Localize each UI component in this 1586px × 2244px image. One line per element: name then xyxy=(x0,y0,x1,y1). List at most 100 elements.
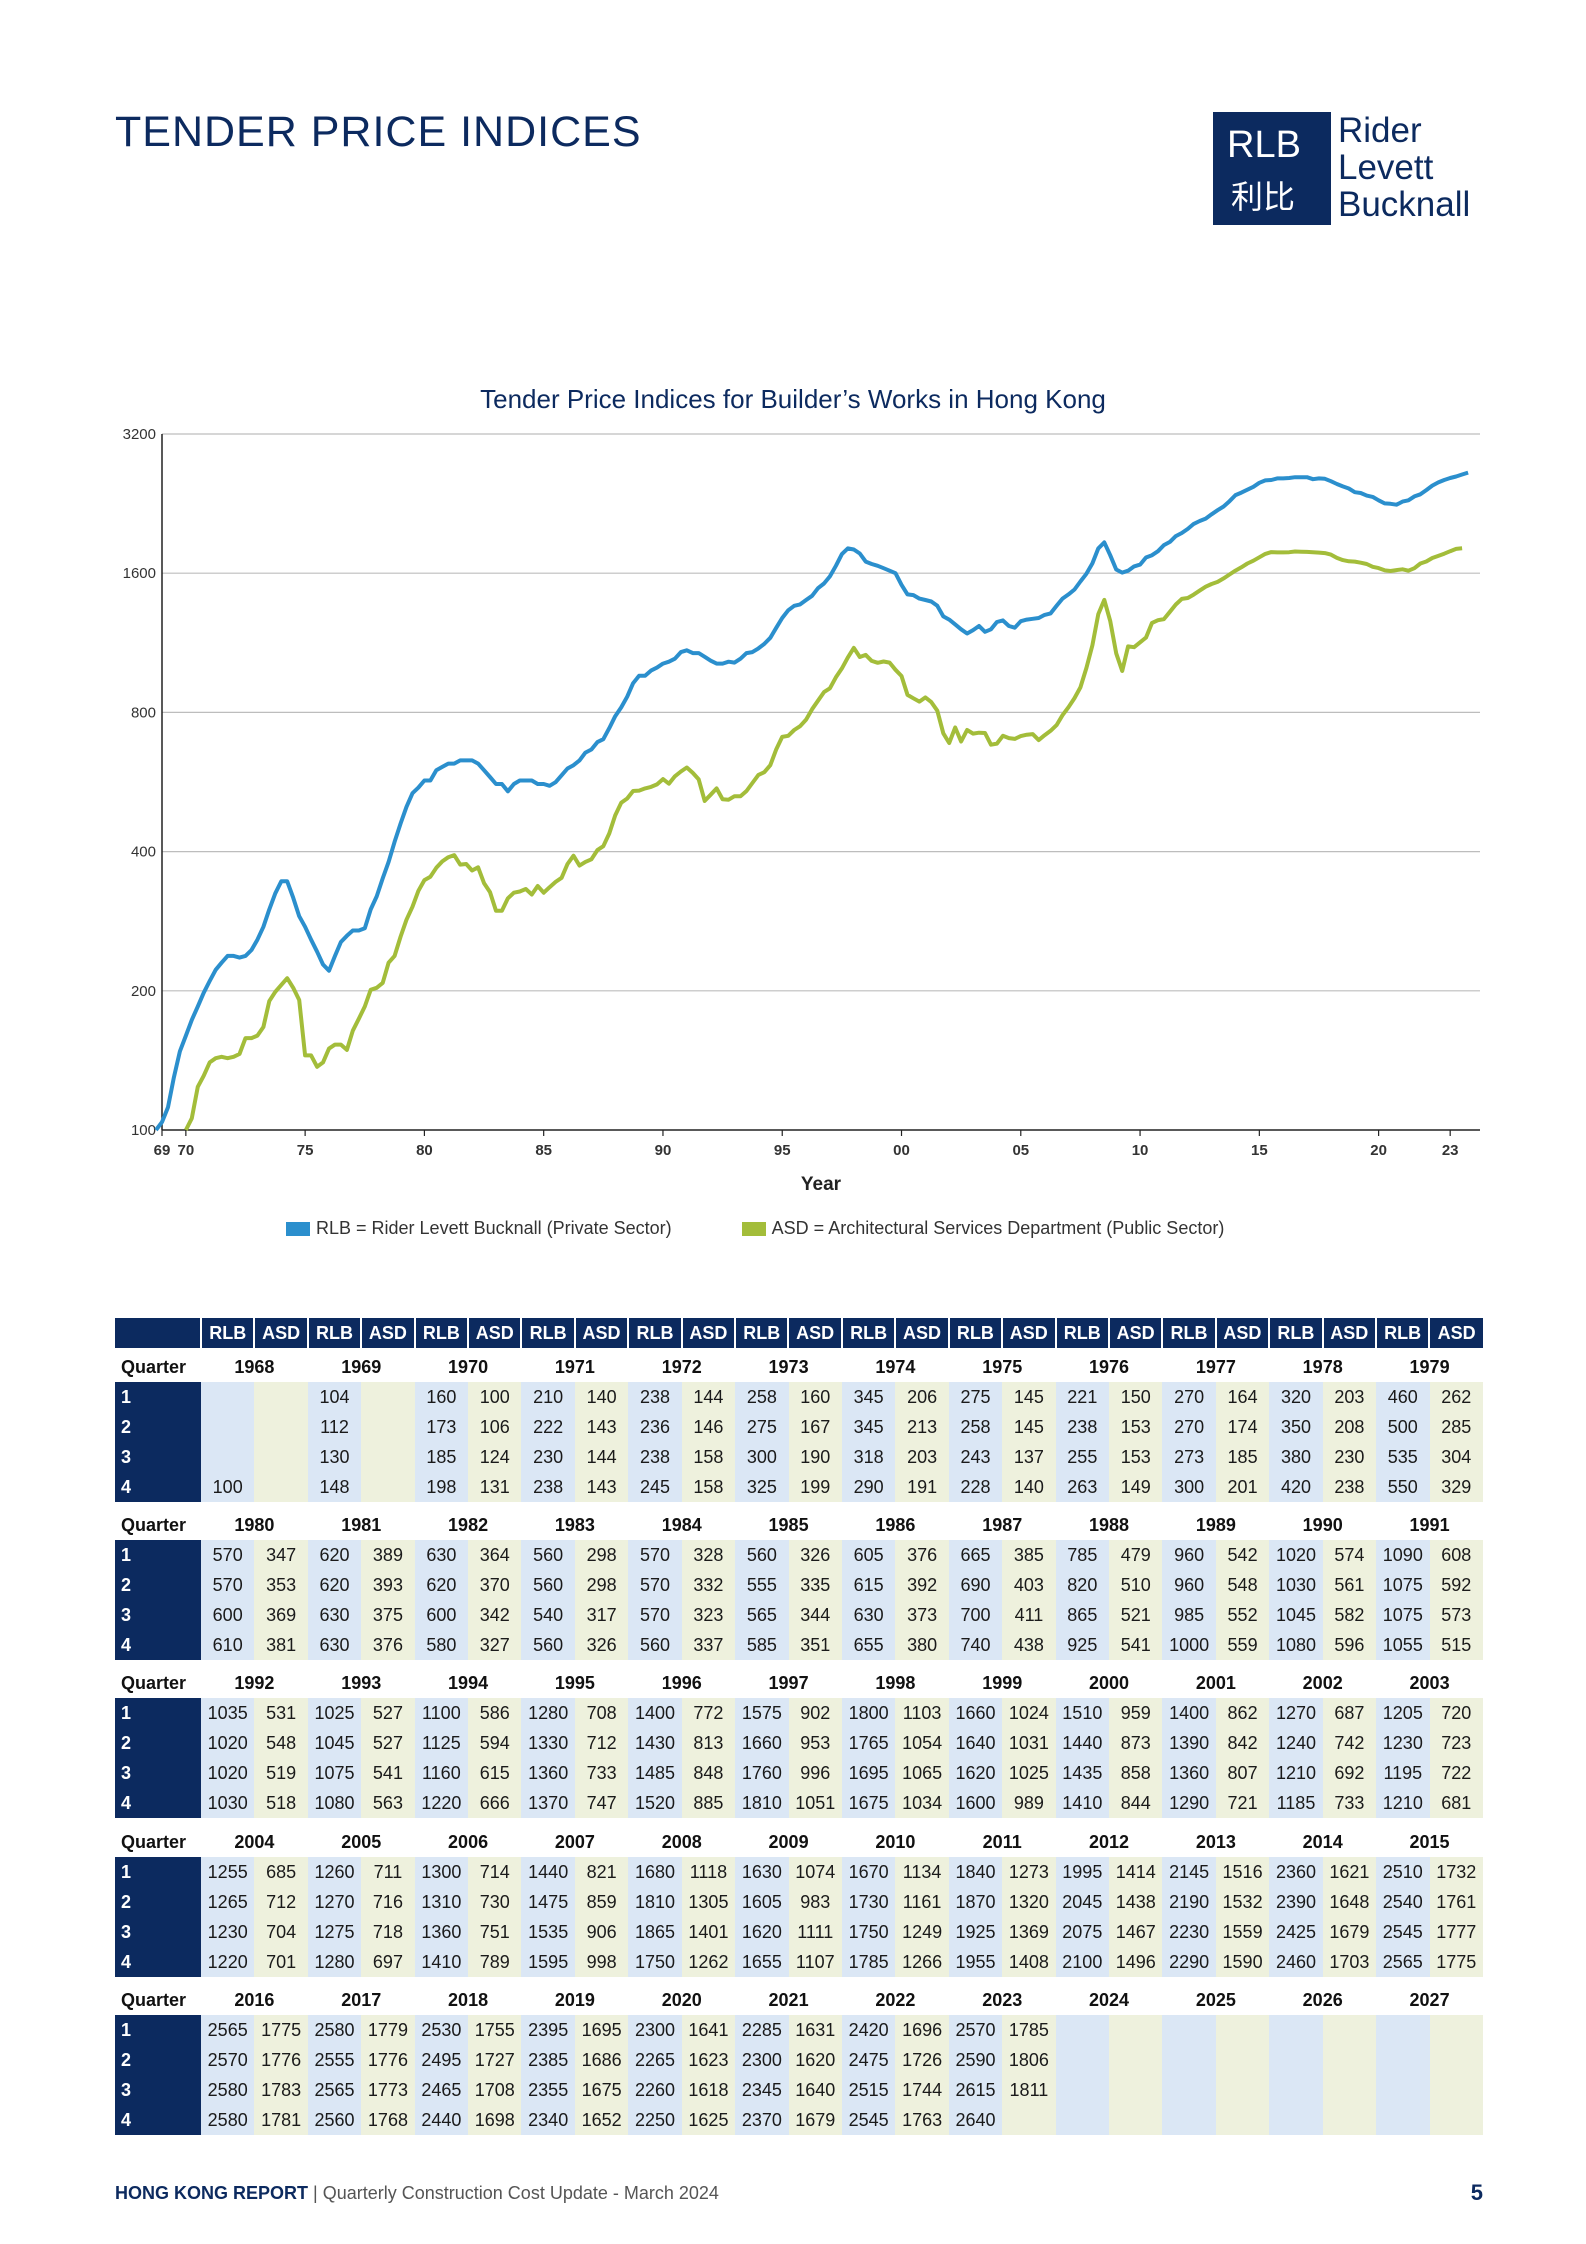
asd-value: 298 xyxy=(574,1540,629,1570)
rlb-value: 1840 xyxy=(948,1857,1003,1887)
rlb-value: 700 xyxy=(948,1600,1003,1630)
rlb-value: 210 xyxy=(521,1382,575,1412)
col-header-rlb: RLB xyxy=(200,1318,255,1348)
asd-value: 143 xyxy=(574,1412,629,1442)
year-label: 1993 xyxy=(341,1672,382,1693)
asd-value: 143 xyxy=(574,1472,629,1502)
asd-value: 1783 xyxy=(254,2075,308,2105)
asd-value: 862 xyxy=(1215,1698,1270,1728)
quarter-label: Quarter xyxy=(121,1989,187,2010)
rlb-value xyxy=(1055,2045,1110,2075)
rlb-value: 1080 xyxy=(1269,1630,1323,1660)
rlb-value: 1000 xyxy=(1162,1630,1216,1660)
asd-value: 1618 xyxy=(681,2075,736,2105)
asd-value: 1732 xyxy=(1429,1857,1483,1887)
asd-value: 1118 xyxy=(681,1857,736,1887)
asd-value: 203 xyxy=(1322,1382,1377,1412)
asd-value: 531 xyxy=(254,1698,308,1728)
year-label: 2014 xyxy=(1302,1831,1343,1852)
asd-value: 285 xyxy=(1429,1412,1483,1442)
asd-value: 1516 xyxy=(1215,1857,1270,1887)
year-label: 2008 xyxy=(661,1831,702,1852)
rlb-value: 1575 xyxy=(735,1698,789,1728)
rlb-value: 550 xyxy=(1376,1472,1430,1502)
quarter-number: 4 xyxy=(115,1630,201,1660)
header-blank xyxy=(115,1318,202,1348)
rlb-value: 2565 xyxy=(201,2015,255,2045)
rlb-value: 1430 xyxy=(628,1728,682,1758)
table-row: 1 1255 685 1260 711 1300 714 1440 821 1680 1118 163… xyxy=(115,1857,1483,1887)
quarter-number: 3 xyxy=(115,1758,201,1788)
rlb-value: 228 xyxy=(948,1472,1003,1502)
rlb-value: 1020 xyxy=(1269,1540,1323,1570)
quarter-label: Quarter xyxy=(121,1831,187,1852)
rlb-value xyxy=(1269,2015,1323,2045)
asd-value: 716 xyxy=(361,1887,415,1917)
asd-value: 1620 xyxy=(788,2045,842,2075)
rlb-value: 2340 xyxy=(521,2105,575,2135)
rlb-value xyxy=(1376,2105,1430,2135)
col-header-rlb: RLB xyxy=(306,1318,362,1348)
y-tick-label: 3200 xyxy=(123,426,156,443)
asd-value: 873 xyxy=(1109,1728,1163,1758)
rlb-value: 1275 xyxy=(307,1917,362,1947)
rlb-value: 1640 xyxy=(948,1728,1003,1758)
rlb-value: 112 xyxy=(307,1412,362,1442)
asd-value: 149 xyxy=(1109,1472,1163,1502)
footer-report: HONG KONG REPORT xyxy=(115,2183,309,2203)
asd-value: 1532 xyxy=(1215,1887,1270,1917)
asd-value: 1811 xyxy=(1002,2075,1056,2105)
rlb-value: 222 xyxy=(521,1412,575,1442)
year-label: 2015 xyxy=(1409,1831,1450,1852)
footer-subtitle: Quarterly Construction Cost Update - Mar… xyxy=(322,2183,719,2203)
asd-value: 1401 xyxy=(681,1917,736,1947)
asd-value: 704 xyxy=(254,1917,308,1947)
rlb-value: 1045 xyxy=(307,1728,362,1758)
rlb-asd-header-row: RLB ASD RLB ASD RLB ASD RLB ASD RLB ASD RLB ASD RLB A… xyxy=(115,1318,1483,1348)
rlb-value: 985 xyxy=(1162,1600,1216,1630)
rlb-value: 1210 xyxy=(1376,1788,1430,1818)
rlb-value: 238 xyxy=(521,1472,575,1502)
year-label: 2026 xyxy=(1302,1989,1343,2010)
rlb-value: 555 xyxy=(735,1570,789,1600)
rlb-value xyxy=(1162,2105,1216,2135)
table-section: Quarter 1992 1993 1994 1995 1996 1997 1998 1999 2… xyxy=(115,1668,1483,1818)
rlb-value: 2640 xyxy=(948,2105,1003,2135)
rlb-value: 104 xyxy=(307,1382,362,1412)
asd-value: 208 xyxy=(1322,1412,1377,1442)
asd-value xyxy=(361,1442,415,1472)
rlb-value: 2045 xyxy=(1055,1887,1110,1917)
rlb-value: 2615 xyxy=(948,2075,1003,2105)
rlb-value: 1995 xyxy=(1055,1857,1110,1887)
col-header-asd: ASD xyxy=(253,1318,308,1348)
rlb-value: 560 xyxy=(521,1630,575,1660)
rlb-value: 1020 xyxy=(201,1728,255,1758)
asd-value: 370 xyxy=(468,1570,522,1600)
rlb-value: 630 xyxy=(307,1630,362,1660)
rlb-value: 560 xyxy=(521,1570,575,1600)
asd-value: 1775 xyxy=(1429,1947,1483,1977)
logo-word: Levett xyxy=(1338,148,1434,187)
rlb-value: 1535 xyxy=(521,1917,575,1947)
rlb-value: 148 xyxy=(307,1472,362,1502)
rlb-value: 290 xyxy=(841,1472,896,1502)
rlb-value: 655 xyxy=(841,1630,896,1660)
asd-value: 298 xyxy=(574,1570,629,1600)
rlb-value: 1280 xyxy=(307,1947,362,1977)
asd-value: 720 xyxy=(1429,1698,1483,1728)
asd-value: 438 xyxy=(1002,1630,1056,1660)
asd-value: 1640 xyxy=(788,2075,842,2105)
asd-value: 1065 xyxy=(895,1758,949,1788)
rlb-value: 570 xyxy=(628,1570,682,1600)
rlb-value: 1330 xyxy=(521,1728,575,1758)
rlb-value: 1400 xyxy=(628,1698,682,1728)
rlb-value: 1870 xyxy=(948,1887,1003,1917)
asd-value: 692 xyxy=(1322,1758,1377,1788)
asd-value: 959 xyxy=(1109,1698,1163,1728)
quarter-number: 3 xyxy=(115,1917,201,1947)
rlb-value: 1205 xyxy=(1376,1698,1430,1728)
asd-value: 328 xyxy=(681,1540,736,1570)
rlb-value: 1100 xyxy=(414,1698,469,1728)
index-table-header: RLB ASD RLB ASD RLB ASD RLB ASD RLB ASD RLB ASD RLB A… xyxy=(115,1318,1483,1348)
asd-value: 145 xyxy=(1002,1412,1056,1442)
